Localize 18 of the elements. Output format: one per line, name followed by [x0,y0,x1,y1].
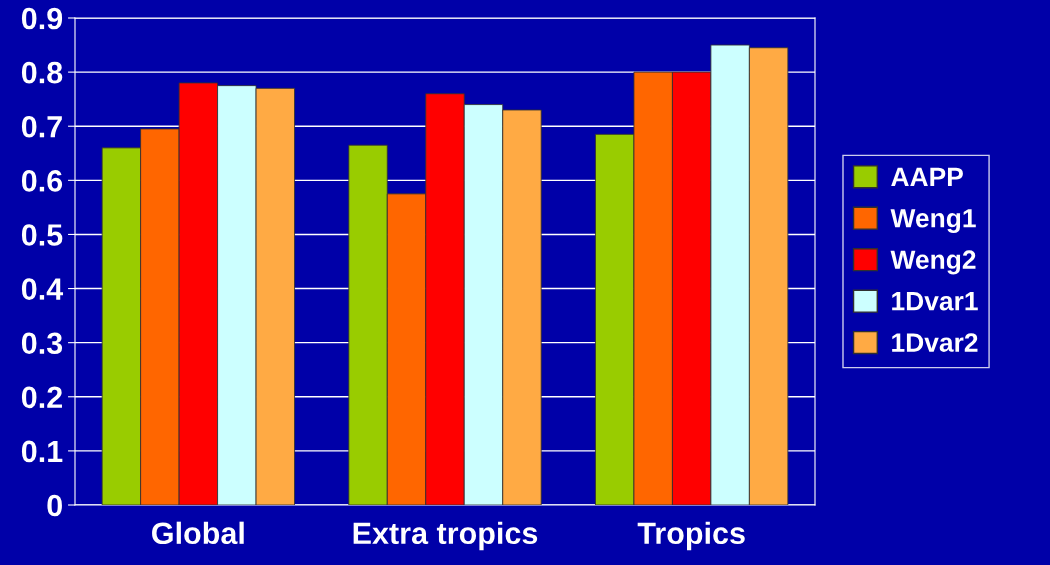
y-tick-label: 0.7 [21,115,62,138]
y-tick-label: 0.8 [21,61,63,84]
x-tick-label: Global [152,521,244,545]
y-tick-label: 0.6 [21,170,63,192]
y-tick-label: 0.2 [21,386,62,409]
x-tick-label: Tropics [637,521,745,551]
x-tick-label: Extra tropics [353,521,538,551]
y-tick-label: 0.3 [21,332,63,355]
y-tick-label: 0 [47,494,62,517]
y-tick-label: 0.1 [21,440,63,463]
y-tick-label: 0.9 [21,7,63,30]
legend-label: AAPP [891,167,963,186]
legend-label: 1Dvar2 [892,333,978,352]
legend-label: Weng2 [890,250,976,275]
y-tick-label: 0.4 [21,278,64,300]
legend-label: 1Dvar1 [892,292,978,311]
legend-label: Weng1 [890,209,976,233]
y-tick-label: 0.5 [21,224,63,246]
